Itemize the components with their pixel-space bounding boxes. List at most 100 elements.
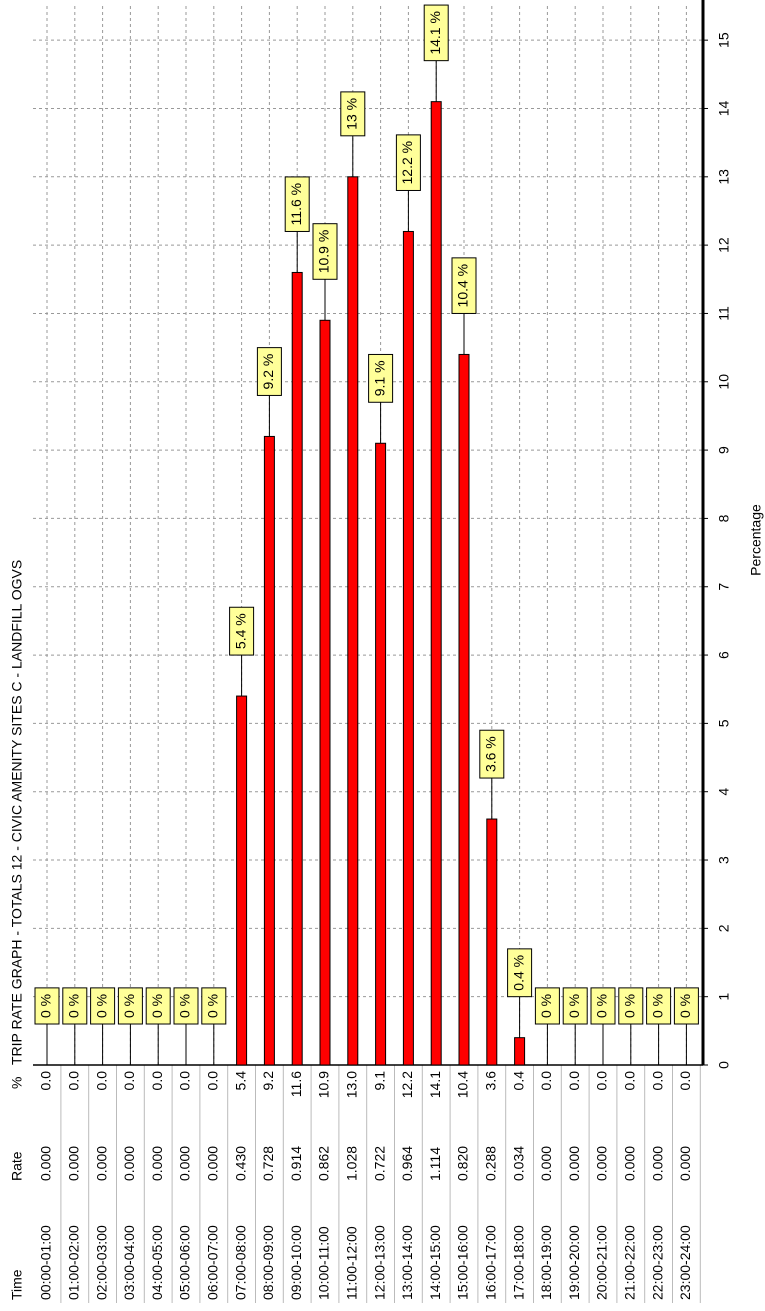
data-label: 0 % — [93, 994, 109, 1018]
x-tick-label: 10 — [716, 374, 732, 390]
data-label-box — [673, 987, 699, 1025]
data-label-box — [312, 223, 338, 280]
x-tick-label: 13 — [716, 169, 732, 185]
data-label: 0 % — [149, 994, 165, 1018]
x-tick-label: 0 — [716, 1061, 732, 1069]
rate-label: 1.114 — [427, 1147, 443, 1181]
time-label: 16:00-17:00 — [483, 1225, 499, 1300]
percent-label: 9.2 — [260, 1071, 276, 1091]
rate-label: 1.028 — [344, 1146, 360, 1181]
data-label-box — [34, 987, 60, 1025]
x-tick-label: 14 — [716, 100, 732, 116]
data-label-box — [534, 987, 560, 1025]
data-label: 9.1 % — [371, 360, 387, 396]
percent-label: 0.0 — [177, 1071, 193, 1091]
percent-label: 0.0 — [538, 1071, 554, 1091]
percent-label: 14.1 — [427, 1071, 443, 1098]
bar — [402, 230, 414, 1066]
data-label: 14.1 % — [427, 11, 443, 55]
data-label-box — [201, 987, 227, 1025]
data-label-box — [368, 353, 394, 403]
time-label: 22:00-23:00 — [649, 1225, 665, 1300]
data-label-box — [479, 729, 505, 779]
percent-label: 0.0 — [66, 1071, 82, 1091]
percent-label: 10.9 — [316, 1071, 332, 1098]
x-tick-label: 7 — [716, 583, 732, 591]
data-label: 0 % — [538, 994, 554, 1018]
data-label-box — [618, 987, 644, 1025]
time-label: 00:00-01:00 — [38, 1225, 54, 1300]
data-label: 10.4 % — [455, 264, 471, 308]
x-tick-label: 11 — [716, 306, 732, 321]
data-label-box — [451, 257, 477, 314]
data-label: 0 % — [649, 994, 665, 1018]
time-label: 07:00-08:00 — [232, 1225, 248, 1300]
bar — [263, 435, 275, 1066]
x-tick-label: 5 — [716, 719, 732, 727]
x-tick-label: 9 — [716, 446, 732, 454]
percent-label: 0.0 — [149, 1071, 165, 1091]
time-label: 15:00-16:00 — [455, 1225, 471, 1300]
percent-label: 0.0 — [649, 1071, 665, 1091]
percent-label: 5.4 — [232, 1071, 248, 1091]
x-tick-label: 8 — [716, 514, 732, 522]
bar — [375, 442, 387, 1066]
rate-label: 0.000 — [149, 1146, 165, 1181]
rate-label: 0.862 — [316, 1146, 332, 1181]
percent-label: 9.1 — [371, 1071, 387, 1091]
data-label: 0 % — [205, 994, 221, 1018]
rate-label: 0.000 — [594, 1146, 610, 1181]
data-label-box — [173, 987, 199, 1025]
data-label-box — [62, 987, 88, 1025]
data-label: 10.9 % — [316, 230, 332, 274]
data-label: 9.2 % — [260, 354, 276, 390]
data-label: 0 % — [594, 994, 610, 1018]
table-header: % — [9, 1077, 25, 1089]
percent-label: 3.6 — [483, 1071, 499, 1091]
x-tick-label: 12 — [716, 237, 732, 253]
data-label-box — [256, 347, 282, 396]
time-label: 20:00-21:00 — [594, 1225, 610, 1300]
data-label: 12.2 % — [399, 141, 415, 185]
percent-label: 13.0 — [344, 1071, 360, 1098]
rate-label: 0.728 — [260, 1146, 276, 1181]
rate-label: 0.034 — [510, 1146, 526, 1181]
rate-label: 0.820 — [455, 1146, 471, 1181]
table-header: Time — [9, 1269, 25, 1300]
data-label-box — [562, 987, 588, 1025]
bar — [514, 1037, 526, 1066]
data-label-box — [145, 987, 171, 1025]
data-label: 11.6 % — [288, 183, 304, 226]
data-label: 0 % — [121, 994, 137, 1018]
data-label: 0 % — [566, 994, 582, 1018]
data-label: 0 % — [622, 994, 638, 1018]
percent-label: 0.0 — [93, 1071, 109, 1091]
bar — [236, 695, 248, 1066]
percent-label: 0.0 — [121, 1071, 137, 1091]
rate-label: 0.000 — [649, 1146, 665, 1181]
data-label: 3.6 % — [483, 736, 499, 772]
data-label-box — [340, 91, 366, 137]
percent-label: 0.0 — [677, 1071, 693, 1091]
x-tick-label: 2 — [716, 924, 732, 932]
time-label: 21:00-22:00 — [622, 1225, 638, 1300]
time-label: 23:00-24:00 — [677, 1225, 693, 1300]
table-header: Rate — [9, 1151, 25, 1181]
time-label: 03:00-04:00 — [121, 1225, 137, 1300]
rate-label: 0.000 — [677, 1146, 693, 1181]
time-label: 17:00-18:00 — [510, 1225, 526, 1300]
rate-label: 0.914 — [288, 1146, 304, 1181]
time-label: 11:00-12:00 — [344, 1226, 360, 1300]
rate-label: 0.288 — [483, 1146, 499, 1181]
bar — [458, 353, 470, 1066]
time-label: 10:00-11:00 — [316, 1226, 332, 1300]
rate-label: 0.000 — [93, 1146, 109, 1181]
x-tick-label: 15 — [716, 32, 732, 48]
data-label-box — [284, 176, 310, 232]
percent-label: 0.0 — [205, 1071, 221, 1091]
percent-label: 0.4 — [510, 1071, 526, 1091]
time-label: 08:00-09:00 — [260, 1225, 276, 1300]
time-label: 14:00-15:00 — [427, 1225, 443, 1300]
time-label: 01:00-02:00 — [66, 1225, 82, 1300]
